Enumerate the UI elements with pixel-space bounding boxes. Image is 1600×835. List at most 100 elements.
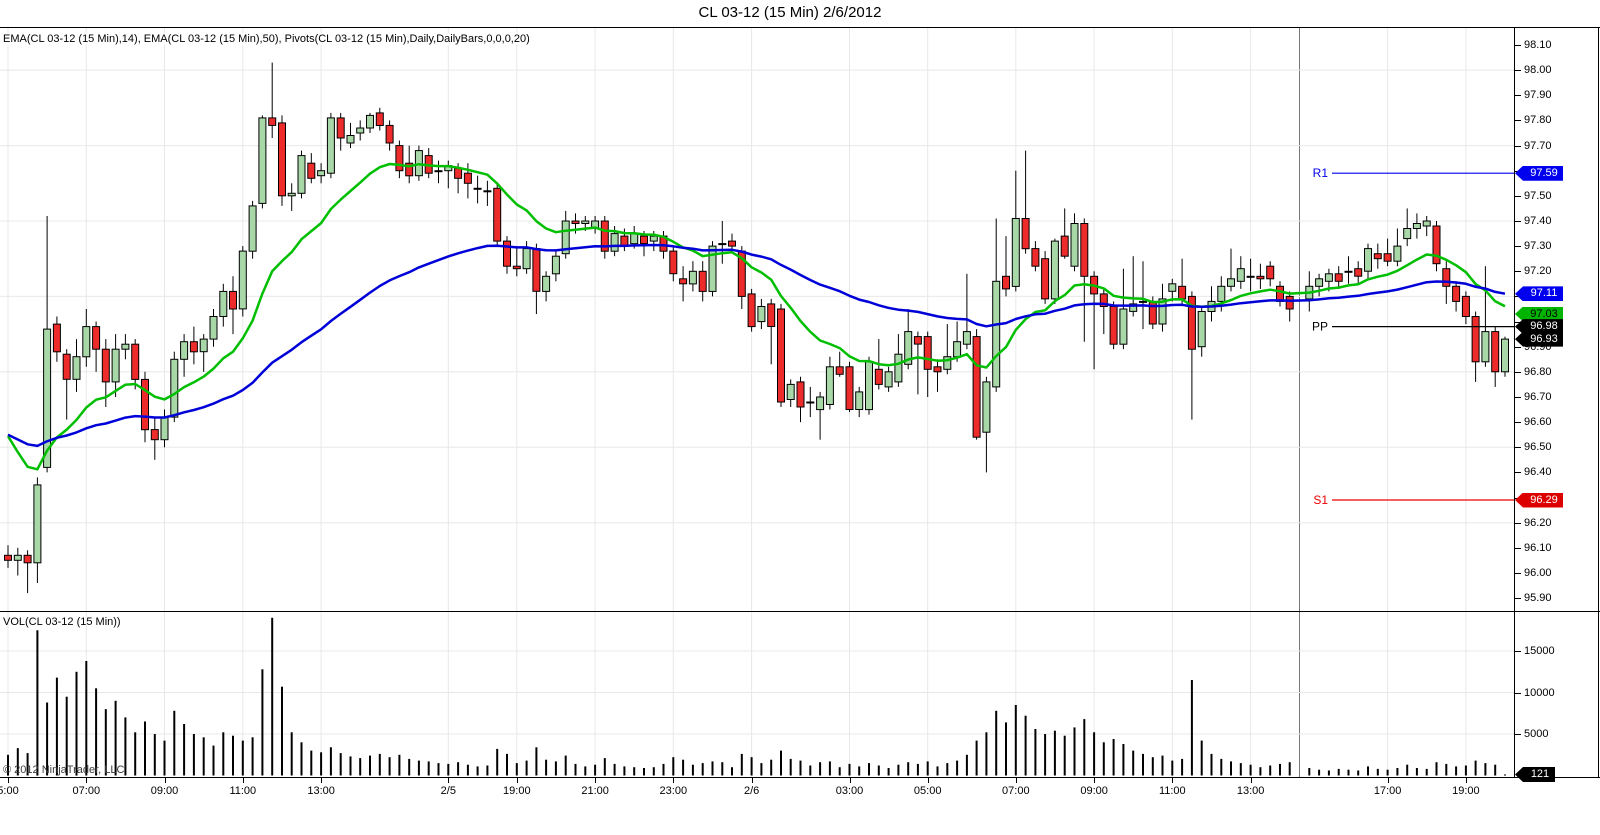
candle [825,366,834,405]
volume-bar [65,696,68,776]
price-tick [1514,321,1521,323]
time-tick-label: 11:00 [1158,785,1186,797]
volume-bar [662,763,665,776]
bottom-separator [0,777,1600,778]
candle [874,368,883,385]
volume-bar [1220,758,1223,776]
pivot-label-PP: PP [1312,320,1328,334]
volume-bar [956,760,959,776]
price-tick-label: 97.30 [1524,240,1552,253]
volume-bar [926,761,929,776]
volume-bar [1347,769,1350,776]
volume-bar [603,758,606,776]
candle [180,341,189,360]
candle [806,401,815,404]
time-tick-label: 05:00 [913,785,942,797]
candle [1501,338,1509,373]
volume-bar [721,762,724,776]
price-tick [1514,598,1521,600]
time-tick [751,778,753,783]
candle [786,383,795,400]
time-tick-label: 23:00 [659,785,688,797]
candle [649,235,658,242]
volume-bar [1034,729,1037,776]
price-tick [1514,397,1521,398]
time-tick [1172,778,1174,783]
volume-bar [271,617,274,776]
candle [248,205,257,252]
time-axis[interactable]: 5:00 07:00 09:00 11:00 13:00 2/5 19:00 21:00 23:… [0,778,1600,804]
volume-bar [515,763,518,776]
volume-bar [466,764,469,776]
candle [1324,273,1333,282]
volume-bar [1044,734,1047,776]
candle [1109,306,1118,345]
price-tick [1514,346,1521,348]
price-tick-label: 97.20 [1524,265,1552,278]
candle [1481,331,1490,363]
candle [92,326,101,350]
volume-bar [290,732,293,776]
time-tick [1094,778,1096,783]
candle [1452,285,1461,302]
time-tick [1465,778,1467,783]
candle [679,278,688,285]
candle [992,280,1001,388]
price-tick-label: 96.10 [1524,541,1552,554]
volume-bar [701,763,704,776]
price-tick-label: 96.80 [1524,365,1552,378]
candle [894,353,903,383]
volume-panel[interactable]: VOL(CL 03-12 (15 Min)) © 2012 NinjaTrade… [0,612,1514,778]
volume-bar [1132,750,1135,776]
volume-bar [1464,765,1467,776]
chart-title: CL 03-12 (15 Min) 2/6/2012 [698,4,882,21]
volume-bar [124,717,127,776]
volume-bar [535,747,538,776]
candle [1344,270,1353,273]
candle [943,356,952,370]
candle [1021,218,1030,250]
candle [747,293,756,328]
volume-bar [1288,762,1291,776]
volume-bar [202,737,205,776]
price-panel[interactable]: EMA(CL 03-12 (15 Min),14), EMA(CL 03-12 … [0,28,1514,612]
candle [493,187,502,242]
price-axis[interactable]: 98.1098.0097.9097.8097.7097.6097.5097.40… [1514,28,1600,782]
price-chart-svg[interactable]: R1 PP S1 [0,28,1514,612]
time-tick-label: 2/6 [743,785,760,797]
volume-bar [1406,764,1409,776]
price-tick [1514,472,1521,474]
candle [757,306,766,323]
volume-bar [691,764,694,776]
candle [336,117,345,139]
time-tick-label: 09:00 [150,785,179,797]
candle [1373,253,1382,260]
candle [1354,268,1363,277]
time-tick-label: 2/5 [440,785,456,797]
price-tick [1514,447,1521,449]
candle [405,162,414,177]
time-tick [1015,778,1017,783]
candle [718,243,727,246]
candle [669,250,678,275]
volume-bar [672,757,675,776]
volume-bar [1357,770,1360,776]
candle [258,117,267,204]
price-tick-label: 98.10 [1524,39,1552,51]
candle [434,170,443,173]
volume-bar [85,661,88,776]
time-tick [673,778,675,783]
time-tick [595,778,597,783]
candle [473,187,482,190]
candle [238,250,247,310]
volume-bar [1367,766,1369,776]
axis-separator [1514,28,1515,778]
volume-chart-svg[interactable] [0,612,1514,778]
candle [610,233,619,252]
volume-bar [946,763,949,776]
candle [170,358,179,418]
volume-bar [46,702,49,776]
volume-bar [1230,761,1232,776]
candle [278,122,286,197]
volume-bar [1093,732,1096,776]
